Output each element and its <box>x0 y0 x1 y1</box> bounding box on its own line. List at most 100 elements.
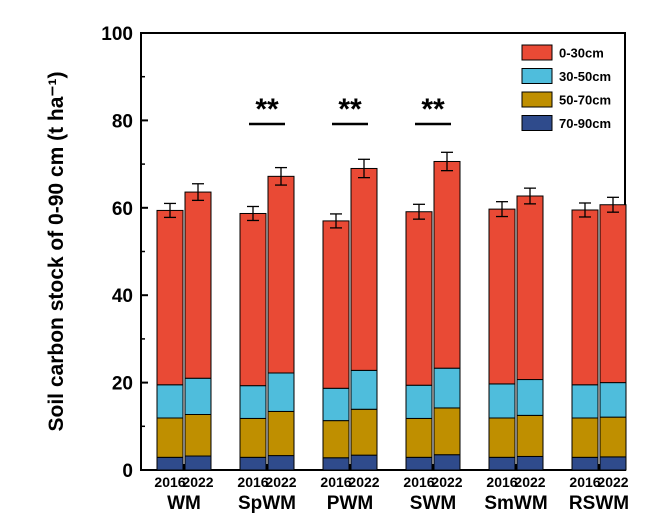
bar-SpWM-2016-50-70cm <box>239 417 267 458</box>
bar-WM-2022-70-90cm <box>184 455 212 471</box>
legend-swatch <box>521 91 553 108</box>
error-bar-WM-2016 <box>164 202 176 219</box>
error-bar-SpWM-2022 <box>275 166 287 186</box>
significance-label-SpWM: ** <box>255 93 279 126</box>
legend-label: 30-50cm <box>559 69 611 84</box>
legend-label: 50-70cm <box>559 93 611 108</box>
bar-WM-2022-50-70cm <box>184 414 212 457</box>
bar-WM-2022-0-30cm <box>184 191 212 379</box>
legend-entry-0-30cm: 0-30cm <box>521 44 604 61</box>
bar-SpWM-2016-30-50cm <box>239 385 267 419</box>
y-tick-label: 20 <box>112 374 133 395</box>
bar-RSWM-2016-30-50cm <box>571 384 599 419</box>
y-tick-label: 80 <box>112 111 133 132</box>
bar-SpWM-2016-70-90cm <box>239 456 267 471</box>
group-label-SWM: SWM <box>410 493 456 514</box>
bar-PWM-2022-0-30cm <box>350 167 378 371</box>
bars <box>156 160 627 471</box>
year-tick-label: 2022 <box>431 474 462 490</box>
bar-RSWM-2022-70-90cm <box>599 456 627 471</box>
bar-PWM-2022-50-70cm <box>350 408 378 456</box>
axes: 20162022WM20162022SpWM20162022PWM2016202… <box>45 24 629 514</box>
legend-swatch <box>521 115 553 131</box>
bar-SWM-2016-50-70cm <box>405 417 433 458</box>
error-bar-SWM-2022 <box>441 151 453 172</box>
bar-WM-2016-70-90cm <box>156 456 184 471</box>
bar-PWM-2016-30-50cm <box>322 387 350 422</box>
bar-SmWM-2016-70-90cm <box>488 456 516 471</box>
error-bar-RSWM-2016 <box>579 202 591 218</box>
bar-RSWM-2016-0-30cm <box>571 209 599 386</box>
bar-SmWM-2022-70-90cm <box>516 455 544 471</box>
bar-SWM-2016-30-50cm <box>405 384 433 419</box>
error-bar-WM-2022 <box>192 183 204 202</box>
legend-entry-30-50cm: 30-50cm <box>521 68 611 84</box>
bar-RSWM-2016-70-90cm <box>571 456 599 471</box>
bar-SmWM-2016-0-30cm <box>488 208 516 385</box>
bar-RSWM-2022-0-30cm <box>599 204 627 384</box>
bar-SmWM-2022-50-70cm <box>516 414 544 457</box>
year-tick-label: 2016 <box>486 474 517 490</box>
group-label-PWM: PWM <box>327 493 373 514</box>
year-tick-label: 2016 <box>154 474 185 490</box>
bar-SmWM-2016-50-70cm <box>488 417 516 458</box>
error-bar-SpWM-2016 <box>247 205 259 222</box>
year-tick-label: 2016 <box>569 474 600 490</box>
bar-SpWM-2022-50-70cm <box>267 410 295 457</box>
y-tick-label: 60 <box>112 199 133 220</box>
bar-SpWM-2022-0-30cm <box>267 175 295 374</box>
bar-SWM-2022-30-50cm <box>433 367 461 409</box>
error-bar-PWM-2022 <box>358 158 370 179</box>
legend: 0-30cm 30-50cm 50-70cm 70-90cm <box>521 44 611 131</box>
significance-label-SWM: ** <box>421 93 445 126</box>
y-tick-label: 40 <box>112 286 133 307</box>
year-tick-label: 2022 <box>514 474 545 490</box>
y-tick-label: 0 <box>122 461 133 482</box>
bar-SWM-2022-0-30cm <box>433 160 461 369</box>
year-tick-label: 2022 <box>265 474 296 490</box>
significance-label-PWM: ** <box>338 93 362 126</box>
error-bar-PWM-2016 <box>330 213 342 229</box>
group-label-WM: WM <box>167 493 201 514</box>
bar-SpWM-2022-70-90cm <box>267 455 295 471</box>
legend-label: 70-90cm <box>559 116 611 131</box>
y-tick-label: 100 <box>101 24 133 45</box>
bar-SpWM-2022-30-50cm <box>267 372 295 412</box>
year-tick-label: 2016 <box>320 474 351 490</box>
year-tick-label: 2016 <box>237 474 268 490</box>
bar-WM-2022-30-50cm <box>184 377 212 416</box>
error-bar-RSWM-2022 <box>607 196 619 213</box>
group-label-SpWM: SpWM <box>238 493 296 514</box>
year-tick-label: 2022 <box>597 474 628 490</box>
bar-RSWM-2022-30-50cm <box>599 382 627 418</box>
bar-PWM-2022-30-50cm <box>350 369 378 410</box>
legend-label: 0-30cm <box>559 46 604 61</box>
bar-RSWM-2022-50-70cm <box>599 416 627 458</box>
y-axis-label: Soil carbon stock of 0-90 cm (t ha⁻¹) <box>45 72 68 432</box>
significance-marks: ** ** ** <box>249 93 451 126</box>
error-bar-SmWM-2016 <box>496 201 508 218</box>
year-tick-label: 2022 <box>348 474 379 490</box>
bar-PWM-2022-70-90cm <box>350 454 378 471</box>
bar-SWM-2016-70-90cm <box>405 456 433 471</box>
bar-WM-2016-50-70cm <box>156 417 184 458</box>
bar-SpWM-2016-0-30cm <box>239 212 267 387</box>
bar-WM-2016-0-30cm <box>156 209 184 386</box>
legend-entry-50-70cm: 50-70cm <box>521 91 611 108</box>
group-label-SmWM: SmWM <box>484 493 547 514</box>
group-label-RSWM: RSWM <box>569 493 629 514</box>
year-tick-label: 2016 <box>403 474 434 490</box>
bar-SmWM-2022-0-30cm <box>516 195 544 381</box>
error-bar-SWM-2016 <box>413 203 425 220</box>
bar-SmWM-2022-30-50cm <box>516 379 544 416</box>
error-bar-SmWM-2022 <box>524 187 536 205</box>
year-tick-label: 2022 <box>182 474 213 490</box>
bar-WM-2016-30-50cm <box>156 384 184 419</box>
legend-swatch <box>521 68 553 84</box>
bar-PWM-2016-0-30cm <box>322 220 350 389</box>
bar-SmWM-2016-30-50cm <box>488 383 516 419</box>
bar-SWM-2022-50-70cm <box>433 407 461 456</box>
bar-PWM-2016-70-90cm <box>322 457 350 471</box>
legend-swatch <box>521 44 553 61</box>
